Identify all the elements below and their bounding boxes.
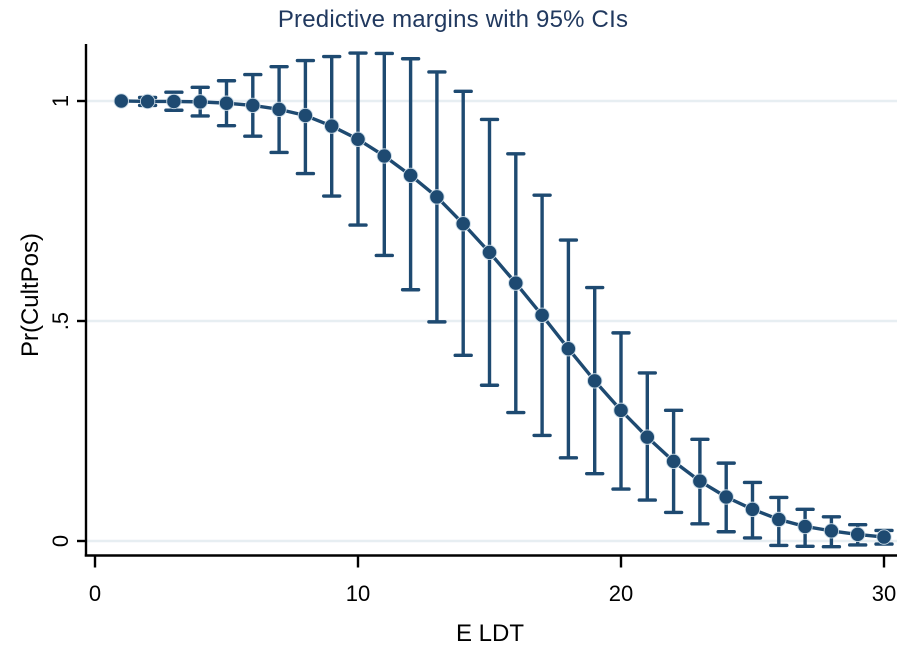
data-point-marker xyxy=(271,101,287,118)
data-point-marker xyxy=(376,148,392,164)
data-point-marker xyxy=(692,473,708,489)
x-axis-title: E LDT xyxy=(455,620,524,647)
y-tick-label: 1 xyxy=(48,95,73,107)
data-point-marker xyxy=(876,529,892,545)
data-point-marker xyxy=(218,95,235,111)
data-point-marker xyxy=(192,94,208,110)
data-point-marker xyxy=(718,489,734,505)
data-point-marker xyxy=(587,373,603,389)
data-point-marker xyxy=(823,523,840,539)
data-point-marker xyxy=(297,107,314,124)
data-point-marker xyxy=(613,402,629,418)
data-point-marker xyxy=(771,511,787,528)
data-point-marker xyxy=(245,97,261,114)
data-point-marker xyxy=(508,275,524,291)
data-point-marker xyxy=(350,131,366,147)
y-tick-label: 0 xyxy=(48,535,73,547)
data-point-marker xyxy=(560,341,577,357)
x-tick-label: 30 xyxy=(872,581,896,606)
margins-line xyxy=(121,99,885,539)
data-point-marker xyxy=(534,307,550,323)
data-point-marker xyxy=(166,93,182,110)
chart-title: Predictive margins with 95% CIs xyxy=(277,6,629,33)
x-tick-label: 10 xyxy=(346,581,370,606)
data-point-marker xyxy=(402,167,419,184)
data-point-marker xyxy=(481,244,498,261)
data-point-marker xyxy=(324,118,340,134)
data-point-marker xyxy=(139,93,156,110)
y-tick-label: .5 xyxy=(48,312,73,330)
y-axis-title: Pr(CultPos) xyxy=(17,232,44,358)
data-point-marker xyxy=(850,526,866,543)
data-point-marker xyxy=(665,453,682,470)
x-tick-label: 20 xyxy=(609,581,633,606)
data-point-marker xyxy=(639,429,655,445)
data-point-marker xyxy=(744,501,761,517)
data-point-marker xyxy=(113,93,129,109)
data-point-marker xyxy=(797,518,813,535)
x-tick-label: 0 xyxy=(89,581,101,606)
data-point-marker xyxy=(429,189,445,205)
data-point-marker xyxy=(455,216,471,232)
